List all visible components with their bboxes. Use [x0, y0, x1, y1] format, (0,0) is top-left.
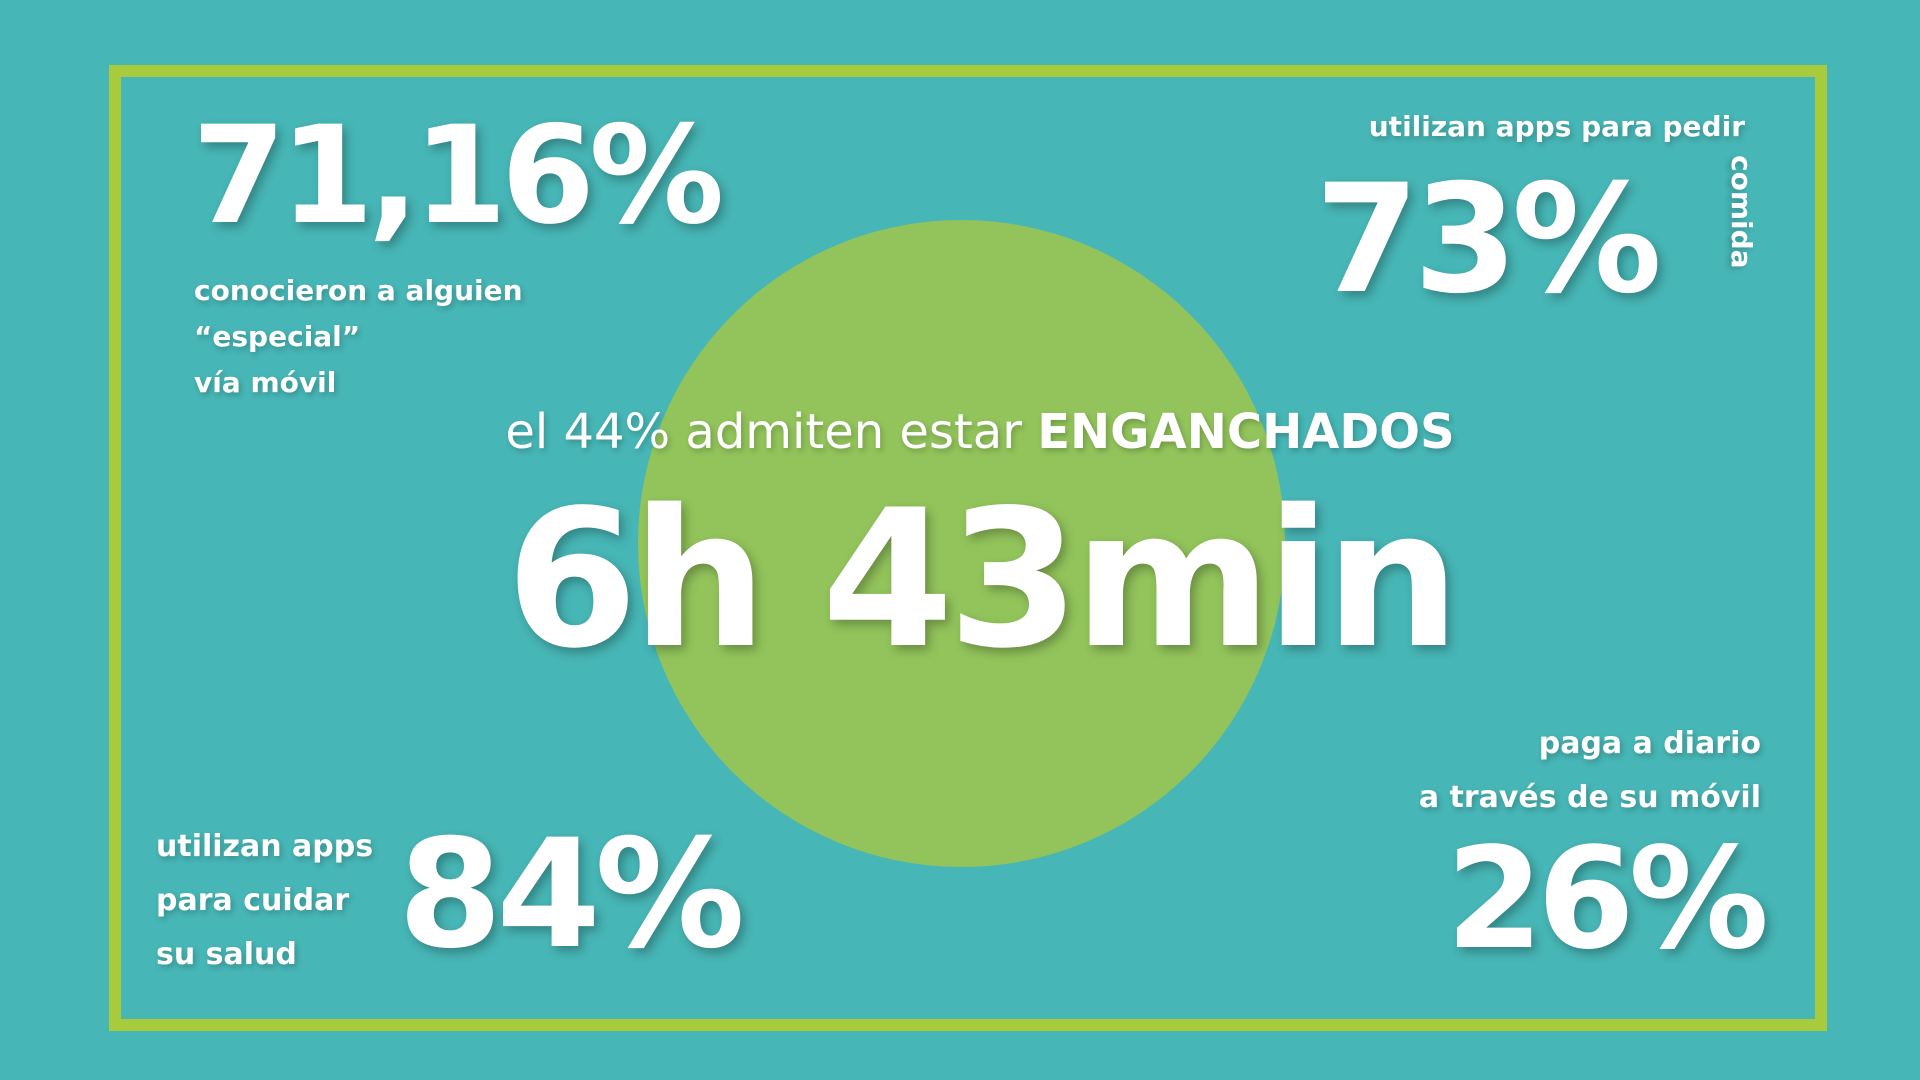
- health-label-line-2: para cuidar: [156, 883, 350, 918]
- health-stat-value: 84%: [398, 808, 745, 982]
- health-label-line-3: su salud: [156, 937, 297, 972]
- screen-time-value: 6h 43min: [505, 469, 1460, 690]
- payments-label-line-2: a través de su móvil: [1418, 780, 1761, 815]
- dating-stat-label: conocieron a alguien “especial” vía móvi…: [194, 268, 523, 406]
- hooked-headline-prefix: el 44% admiten estar: [505, 404, 1022, 460]
- health-label-line-1: utilizan apps: [156, 829, 374, 864]
- health-stat-label: utilizan apps para cuidar su salud: [156, 820, 373, 982]
- dating-stat-value: 71,16%: [192, 97, 724, 254]
- payments-stat-value: 26%: [1445, 818, 1769, 981]
- payments-stat-label: paga a diario a través de su móvil: [1419, 717, 1761, 825]
- payments-label-line-1: paga a diario: [1538, 726, 1761, 761]
- hooked-headline-emphasis: ENGANCHADOS: [1037, 404, 1455, 460]
- dating-label-line-1: conocieron a alguien: [194, 274, 523, 307]
- dating-label-line-3: vía móvil: [194, 366, 337, 399]
- infographic-frame: [109, 65, 1827, 1031]
- food-stat-label: utilizan apps para pedir: [1368, 110, 1745, 143]
- food-stat-label-vertical: comida: [1725, 155, 1758, 269]
- screen-time-stat: 6h 43min: [0, 485, 1920, 675]
- hooked-headline: el 44% admiten estar ENGANCHADOS: [0, 404, 1920, 460]
- food-stat-value: 73%: [1315, 153, 1662, 327]
- dating-label-line-2: “especial”: [194, 320, 361, 353]
- center-circle: [638, 220, 1285, 867]
